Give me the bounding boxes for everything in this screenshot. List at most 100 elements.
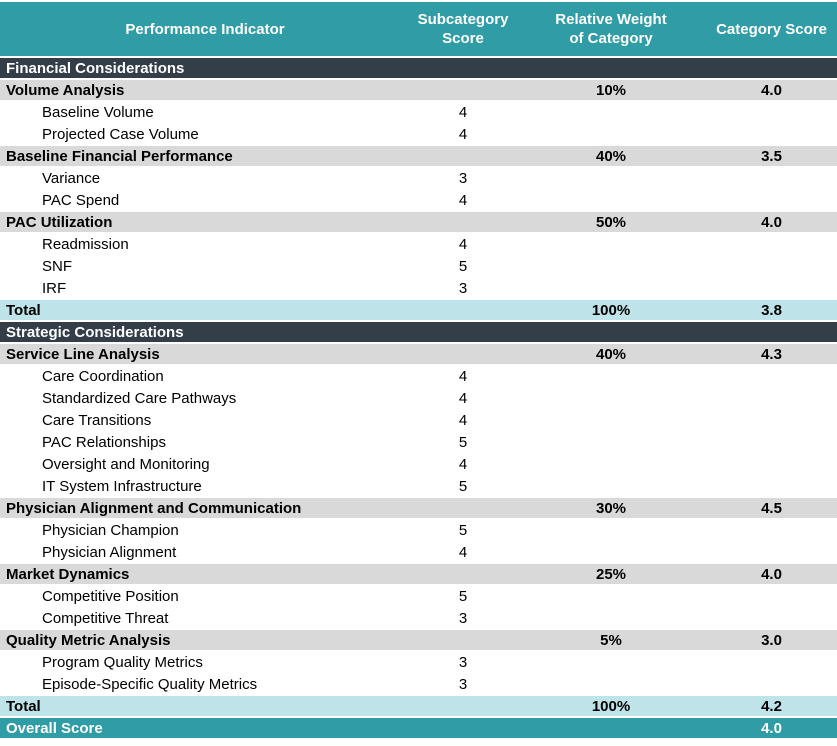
- indicator-cell: Physician Alignment: [0, 542, 410, 562]
- col-header-subcategory-score: Subcategory Score: [410, 2, 516, 56]
- indicator-cell: Total: [0, 696, 410, 716]
- table-row-section: Financial Considerations: [0, 58, 837, 78]
- weight-cell: [516, 410, 706, 430]
- subcategory-score-cell: 4: [410, 102, 516, 122]
- weight-cell: 50%: [516, 212, 706, 232]
- col-header-label: Category Score: [716, 20, 827, 38]
- subcategory-score-cell: 4: [410, 190, 516, 210]
- table-row-sub: IT System Infrastructure 5: [0, 476, 837, 496]
- weight-cell: [516, 476, 706, 496]
- subcategory-score-cell: [410, 630, 516, 650]
- category-score-cell: 3.0: [706, 630, 837, 650]
- weight-cell: [516, 388, 706, 408]
- category-score-cell: 4.0: [706, 212, 837, 232]
- indicator-cell: Quality Metric Analysis: [0, 630, 410, 650]
- weight-cell: [516, 520, 706, 540]
- category-score-cell: [706, 322, 837, 342]
- subcategory-score-cell: [410, 300, 516, 320]
- table-row-sub: Variance 3: [0, 168, 837, 188]
- indicator-cell: IRF: [0, 278, 410, 298]
- indicator-cell: PAC Spend: [0, 190, 410, 210]
- category-score-cell: [706, 234, 837, 254]
- indicator-cell: Care Transitions: [0, 410, 410, 430]
- category-score-cell: [706, 542, 837, 562]
- weight-cell: [516, 102, 706, 122]
- subcategory-score-cell: 5: [410, 476, 516, 496]
- category-score-cell: 3.5: [706, 146, 837, 166]
- category-score-cell: [706, 608, 837, 628]
- weight-cell: [516, 542, 706, 562]
- weight-cell: 10%: [516, 80, 706, 100]
- weight-cell: 40%: [516, 146, 706, 166]
- indicator-cell: Oversight and Monitoring: [0, 454, 410, 474]
- table-row-category: Market Dynamics 25% 4.0: [0, 564, 837, 584]
- category-score-cell: 4.3: [706, 344, 837, 364]
- subcategory-score-cell: [410, 498, 516, 518]
- table-row-sub: Program Quality Metrics 3: [0, 652, 837, 672]
- category-score-cell: [706, 168, 837, 188]
- table-row-category: Quality Metric Analysis 5% 3.0: [0, 630, 837, 650]
- table-row-sub: Oversight and Monitoring 4: [0, 454, 837, 474]
- table-header: Performance Indicator Subcategory Score …: [0, 2, 837, 56]
- category-score-cell: [706, 58, 837, 78]
- table-row-total: Total 100% 4.2: [0, 696, 837, 716]
- subcategory-score-cell: 3: [410, 674, 516, 694]
- weight-cell: [516, 454, 706, 474]
- col-header-category-score: Category Score: [706, 2, 837, 56]
- weight-cell: 5%: [516, 630, 706, 650]
- table-row-sub: Physician Champion 5: [0, 520, 837, 540]
- col-header-label: Relative Weight of Category: [555, 11, 667, 47]
- table-row-sub: Care Coordination 4: [0, 366, 837, 386]
- scorecard-body: Financial Considerations Volume Analysis 1…: [0, 58, 837, 738]
- category-score-cell: [706, 652, 837, 672]
- table-row-sub: Projected Case Volume 4: [0, 124, 837, 144]
- indicator-cell: SNF: [0, 256, 410, 276]
- indicator-cell: Competitive Threat: [0, 608, 410, 628]
- subcategory-score-cell: 4: [410, 388, 516, 408]
- col-header-label: Subcategory Score: [417, 11, 509, 47]
- weight-cell: [516, 608, 706, 628]
- indicator-cell: Physician Alignment and Communication: [0, 498, 410, 518]
- table-row-overall: Overall Score 4.0: [0, 718, 837, 738]
- indicator-cell: IT System Infrastructure: [0, 476, 410, 496]
- category-score-cell: 4.5: [706, 498, 837, 518]
- indicator-cell: Program Quality Metrics: [0, 652, 410, 672]
- category-score-cell: [706, 190, 837, 210]
- subcategory-score-cell: [410, 80, 516, 100]
- subcategory-score-cell: 4: [410, 366, 516, 386]
- table-row-section: Strategic Considerations: [0, 322, 837, 342]
- category-score-cell: [706, 586, 837, 606]
- indicator-cell: Baseline Volume: [0, 102, 410, 122]
- subcategory-score-cell: 4: [410, 542, 516, 562]
- table-row-sub: SNF 5: [0, 256, 837, 276]
- indicator-cell: PAC Relationships: [0, 432, 410, 452]
- weight-cell: [516, 256, 706, 276]
- weight-cell: [516, 168, 706, 188]
- table-row-category: Volume Analysis 10% 4.0: [0, 80, 837, 100]
- indicator-cell: Episode-Specific Quality Metrics: [0, 674, 410, 694]
- table-row-sub: Competitive Position 5: [0, 586, 837, 606]
- weight-cell: [516, 366, 706, 386]
- subcategory-score-cell: 3: [410, 608, 516, 628]
- subcategory-score-cell: [410, 344, 516, 364]
- indicator-cell: Competitive Position: [0, 586, 410, 606]
- weight-cell: [516, 58, 706, 78]
- indicator-cell: Market Dynamics: [0, 564, 410, 584]
- indicator-cell: Financial Considerations: [0, 58, 410, 78]
- table-row-sub: Readmission 4: [0, 234, 837, 254]
- subcategory-score-cell: 3: [410, 278, 516, 298]
- table-row-sub: Standardized Care Pathways 4: [0, 388, 837, 408]
- indicator-cell: Strategic Considerations: [0, 322, 410, 342]
- category-score-cell: [706, 124, 837, 144]
- weight-cell: 30%: [516, 498, 706, 518]
- indicator-cell: Volume Analysis: [0, 80, 410, 100]
- weight-cell: [516, 234, 706, 254]
- header-row: Performance Indicator Subcategory Score …: [0, 2, 837, 56]
- subcategory-score-cell: 3: [410, 652, 516, 672]
- weight-cell: [516, 674, 706, 694]
- weight-cell: [516, 278, 706, 298]
- category-score-cell: [706, 520, 837, 540]
- subcategory-score-cell: 4: [410, 124, 516, 144]
- indicator-cell: Overall Score: [0, 718, 410, 738]
